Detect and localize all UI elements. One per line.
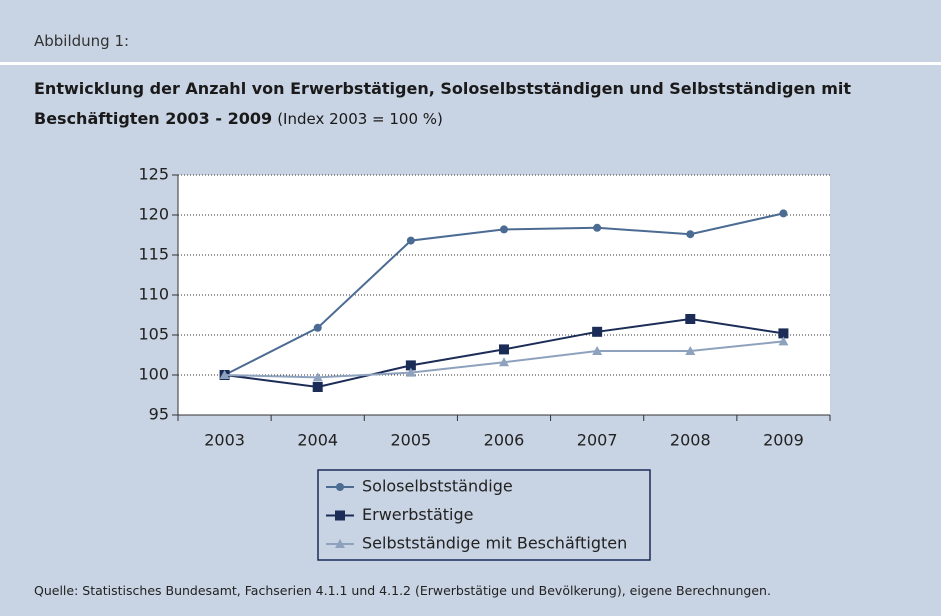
marker <box>779 209 788 218</box>
source-note: Quelle: Statistisches Bundesamt, Fachser… <box>34 583 771 598</box>
marker <box>405 367 416 377</box>
marker <box>592 326 603 337</box>
marker <box>592 346 603 355</box>
plot-area <box>178 175 830 415</box>
chart-title: Entwicklung der Anzahl von Erwerbstätige… <box>34 79 852 128</box>
marker <box>500 225 508 234</box>
marker <box>685 314 696 324</box>
x-tick-label: 2003 <box>204 431 245 450</box>
y-tick-label: 105 <box>138 325 169 344</box>
figure-label: Abbildung 1: <box>34 32 130 50</box>
legend-marker <box>335 510 345 521</box>
legend-marker <box>336 483 344 491</box>
marker <box>312 372 323 382</box>
marker <box>313 323 322 332</box>
legend-label: Soloselbstständige <box>362 477 513 496</box>
x-tick-label: 2007 <box>577 431 618 450</box>
x-tick-label: 2009 <box>763 431 804 450</box>
legend-box <box>317 469 651 561</box>
marker <box>406 236 415 245</box>
legend-label: Erwerbstätige <box>362 505 473 524</box>
legend-label: Selbstständige mit Beschäftigten <box>362 534 627 553</box>
y-tick-label: 110 <box>138 285 169 304</box>
legend-marker <box>335 539 345 548</box>
y-tick-label: 125 <box>138 165 169 184</box>
x-tick-label: 2004 <box>297 431 338 450</box>
y-tick-label: 100 <box>138 365 169 384</box>
marker <box>778 328 789 339</box>
marker <box>312 382 323 392</box>
y-tick-label: 120 <box>138 205 169 224</box>
x-tick-label: 2005 <box>390 431 431 450</box>
y-tick-label: 115 <box>138 245 169 264</box>
separator <box>0 62 941 65</box>
title-block: Entwicklung der Anzahl von Erwerbstätige… <box>34 74 904 134</box>
marker <box>685 346 696 355</box>
marker <box>499 344 509 355</box>
marker <box>219 370 230 379</box>
y-tick-label: 95 <box>149 405 169 424</box>
chart-subtitle: (Index 2003 = 100 %) <box>277 110 443 128</box>
marker <box>686 230 695 239</box>
x-tick-label: 2006 <box>484 431 525 450</box>
marker <box>405 360 416 371</box>
marker <box>499 357 509 367</box>
marker <box>593 223 602 232</box>
marker <box>778 336 789 346</box>
x-tick-label: 2008 <box>670 431 711 450</box>
